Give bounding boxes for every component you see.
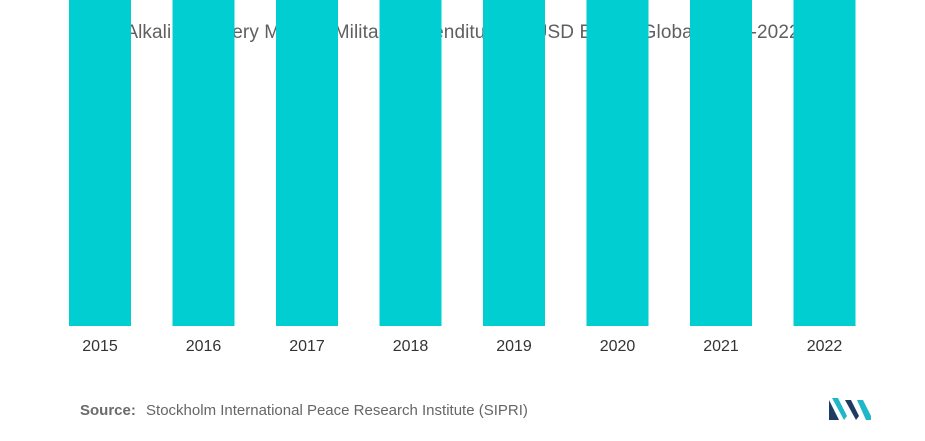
bar-2019 — [483, 0, 545, 326]
mordor-intelligence-logo-icon — [829, 398, 871, 420]
bar-2022 — [793, 0, 856, 326]
x-tick-label-2021: 2021 — [703, 338, 739, 355]
x-tick-label-2020: 2020 — [600, 338, 636, 355]
bar-chart: 1.86K20151.87K20161.89K20171.95K20182.03… — [69, 0, 856, 355]
source-line: Source: Stockholm International Peace Re… — [80, 402, 528, 419]
x-tick-label-2019: 2019 — [496, 338, 532, 355]
x-tick-label-2016: 2016 — [186, 338, 222, 355]
source-label: Source: — [80, 402, 136, 419]
x-tick-label-2018: 2018 — [393, 338, 429, 355]
bar-2017 — [276, 0, 338, 326]
bar-2020 — [586, 0, 649, 326]
x-tick-label-2015: 2015 — [82, 338, 118, 355]
bar-2016 — [172, 0, 235, 326]
x-tick-label-2022: 2022 — [807, 338, 843, 355]
bar-2021 — [690, 0, 752, 326]
source-text: Stockholm International Peace Research I… — [146, 402, 528, 419]
bar-2015 — [69, 0, 131, 326]
x-tick-label-2017: 2017 — [289, 338, 325, 355]
bar-2018 — [379, 0, 442, 326]
